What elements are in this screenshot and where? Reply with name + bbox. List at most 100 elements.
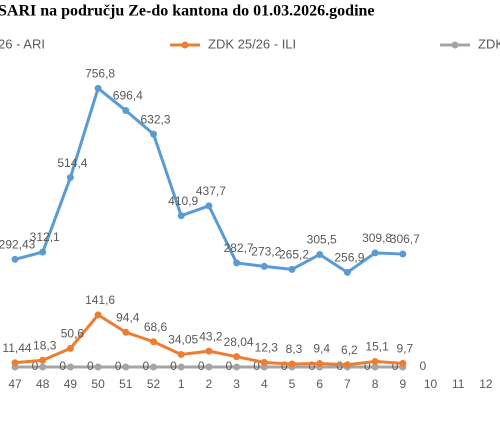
data-point bbox=[177, 363, 185, 371]
data-label: 309,8 bbox=[362, 231, 392, 245]
data-point bbox=[399, 359, 407, 367]
series-line bbox=[14, 86, 403, 274]
chart-title: SARI na području Ze-do kantona do 01.03.… bbox=[0, 3, 375, 20]
data-label: 0 bbox=[226, 359, 233, 373]
data-point bbox=[39, 248, 47, 256]
legend-label: 26 - ARI bbox=[0, 36, 45, 51]
data-point bbox=[399, 250, 407, 258]
data-label: 256,9 bbox=[334, 251, 364, 265]
x-tick-label: 12 bbox=[479, 377, 493, 391]
data-label: 9,7 bbox=[396, 342, 413, 356]
data-label: 0 bbox=[253, 359, 260, 373]
data-label: 11,44 bbox=[2, 341, 31, 355]
data-point bbox=[260, 262, 268, 270]
data-label: 0 bbox=[170, 359, 177, 373]
data-label: 0 bbox=[392, 359, 399, 373]
data-label: 514,4 bbox=[57, 156, 87, 170]
data-point bbox=[233, 259, 241, 267]
data-point bbox=[150, 363, 157, 371]
x-tick-label: 47 bbox=[8, 377, 22, 391]
data-label: 0 bbox=[419, 359, 426, 373]
data-point bbox=[233, 353, 241, 361]
data-label: 265,2 bbox=[279, 248, 309, 262]
data-point bbox=[94, 311, 102, 319]
data-label: 312,1 bbox=[30, 230, 60, 244]
legend-marker bbox=[451, 41, 459, 49]
data-point bbox=[233, 363, 241, 371]
data-point bbox=[288, 265, 296, 273]
x-tick-label: 6 bbox=[316, 377, 323, 391]
data-label: 410,9 bbox=[168, 194, 198, 208]
x-tick-label: 51 bbox=[119, 377, 133, 391]
data-label: 0 bbox=[59, 359, 66, 373]
x-tick-label: 48 bbox=[36, 377, 50, 391]
data-label: 68,6 bbox=[144, 320, 168, 334]
data-label: 43,2 bbox=[199, 329, 223, 343]
data-point bbox=[205, 363, 213, 371]
data-label: 0 bbox=[142, 359, 149, 373]
data-label: 0 bbox=[281, 359, 288, 373]
data-label: 50,6 bbox=[61, 327, 85, 341]
data-label: 0 bbox=[32, 359, 39, 373]
data-point bbox=[39, 356, 47, 364]
data-label: 9,4 bbox=[313, 342, 330, 356]
data-label: 12,3 bbox=[255, 341, 279, 355]
data-point bbox=[343, 268, 351, 276]
x-tick-label: 52 bbox=[147, 377, 161, 391]
x-tick-label: 1 bbox=[178, 377, 185, 391]
data-point bbox=[122, 363, 130, 371]
data-label: 282,7 bbox=[224, 241, 254, 255]
x-tick-label: 9 bbox=[399, 377, 406, 391]
data-point bbox=[11, 255, 19, 263]
data-point bbox=[122, 328, 130, 336]
data-label: 15,1 bbox=[365, 340, 389, 354]
data-point bbox=[316, 360, 324, 368]
data-point bbox=[316, 251, 324, 259]
data-label: 273,2 bbox=[251, 245, 281, 259]
x-tick-label: 3 bbox=[233, 377, 240, 391]
data-label: 0 bbox=[364, 359, 371, 373]
x-tick-label: 49 bbox=[64, 377, 78, 391]
data-label: 756,8 bbox=[85, 66, 115, 80]
x-tick-label: 8 bbox=[372, 377, 379, 391]
data-point bbox=[39, 363, 47, 371]
data-point bbox=[343, 361, 351, 369]
data-label: 0 bbox=[198, 359, 205, 373]
data-label: 94,4 bbox=[116, 310, 140, 324]
data-label: 0 bbox=[309, 359, 316, 373]
legend-marker bbox=[181, 41, 189, 49]
data-point bbox=[371, 363, 379, 371]
data-label: 0 bbox=[336, 359, 343, 373]
data-point bbox=[177, 212, 185, 220]
data-label: 0 bbox=[115, 359, 122, 373]
x-tick-label: 10 bbox=[424, 377, 438, 391]
data-label: 141,6 bbox=[85, 293, 115, 307]
data-label: 0 bbox=[87, 359, 94, 373]
data-label: 306,7 bbox=[390, 232, 420, 246]
data-point bbox=[288, 360, 296, 368]
data-point bbox=[260, 358, 268, 366]
data-label: 292,43 bbox=[0, 237, 36, 251]
x-tick-label: 11 bbox=[452, 377, 465, 391]
data-label: 696,4 bbox=[113, 89, 143, 103]
data-point bbox=[66, 344, 74, 352]
x-tick-label: 4 bbox=[261, 377, 268, 391]
data-point bbox=[371, 357, 379, 365]
data-label: 18,3 bbox=[33, 338, 57, 352]
x-tick-label: 2 bbox=[206, 377, 213, 391]
data-label: 8,3 bbox=[286, 342, 303, 356]
data-point bbox=[150, 338, 157, 346]
x-tick-label: 5 bbox=[289, 377, 296, 391]
data-point bbox=[177, 350, 185, 358]
data-point bbox=[371, 249, 379, 257]
data-label: 437,7 bbox=[196, 184, 226, 198]
x-tick-label: 7 bbox=[344, 377, 351, 391]
data-point bbox=[66, 363, 74, 371]
data-label: 632,3 bbox=[140, 112, 170, 126]
data-label: 6,2 bbox=[341, 343, 358, 357]
legend: 26 - ARI ZDK 25/26 - ILI ZDK bbox=[0, 36, 500, 51]
data-point bbox=[11, 359, 19, 367]
data-point bbox=[205, 347, 213, 355]
data-point bbox=[122, 107, 130, 115]
